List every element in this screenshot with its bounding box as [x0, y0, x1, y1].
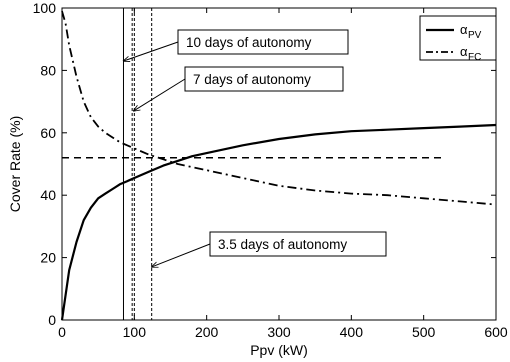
annotation-box [184, 66, 344, 92]
x-axis-title: Ppv (kW) [250, 342, 308, 358]
x-tick-label: 0 [58, 324, 66, 340]
annotation-text: 10 days of autonomy [186, 35, 312, 50]
annotation-box [177, 29, 349, 55]
annotation-text: 3.5 days of autonomy [218, 237, 347, 252]
y-tick-label: 0 [48, 312, 56, 328]
annotation-box [209, 231, 387, 257]
annotation-arrow [123, 41, 179, 61]
legend-subscript: FC [468, 52, 481, 63]
y-tick-label: 20 [40, 250, 56, 266]
x-tick-label: 100 [123, 324, 147, 340]
y-tick-label: 100 [33, 0, 57, 16]
legend-label: α [460, 22, 468, 37]
x-tick-label: 500 [412, 324, 436, 340]
annotation-arrow [152, 243, 211, 267]
x-tick-label: 300 [267, 324, 291, 340]
y-tick-label: 40 [40, 187, 56, 203]
x-tick-label: 600 [484, 324, 508, 340]
y-tick-label: 60 [40, 125, 56, 141]
y-axis-title: Cover Rate (%) [7, 116, 23, 212]
x-tick-label: 400 [340, 324, 364, 340]
legend-box [419, 15, 497, 61]
y-tick-label: 80 [40, 62, 56, 78]
x-tick-label: 200 [195, 324, 219, 340]
annotation-text: 7 days of autonomy [193, 72, 311, 87]
series-line-pv [60, 123, 497, 321]
annotation-arrow [134, 78, 186, 111]
legend-subscript: PV [468, 30, 482, 41]
legend-label: α [460, 44, 468, 59]
series-line-fc [61, 10, 497, 206]
